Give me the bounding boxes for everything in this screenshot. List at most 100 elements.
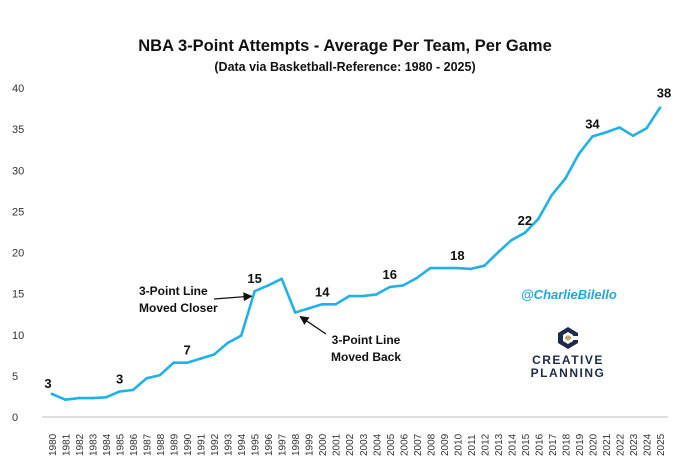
x-tick-label: 1998 [291,433,302,456]
y-tick-label: 30 [12,165,24,177]
data-point [456,266,459,270]
data-point [550,193,554,197]
data-label: 18 [450,248,464,263]
x-tick-label: 2005 [386,433,397,456]
x-tick-label: 2022 [615,433,626,456]
data-point [374,293,378,296]
x-tick-label: 2003 [359,433,370,456]
y-tick-label: 10 [12,330,24,342]
data-point [91,396,94,400]
data-point [239,334,243,337]
x-tick-label: 1984 [102,433,113,456]
x-tick-label: 2017 [548,433,559,456]
x-tick-label: 1983 [89,433,100,456]
x-tick-label: 2007 [413,433,424,456]
data-point [293,311,297,314]
y-tick-label: 15 [12,289,24,301]
data-point [347,294,351,298]
x-tick-label: 2021 [602,433,613,456]
x-tick-label: 2006 [399,433,410,456]
x-tick-label: 1987 [143,433,154,456]
data-point [658,106,662,110]
data-point [604,131,608,134]
annotation-arrow-closer [213,292,253,302]
x-tick-label: 2008 [426,433,437,456]
y-tick-label: 25 [12,206,24,218]
annotation-moved-closer-line1: 3-Point Line [139,284,208,298]
data-point [172,361,175,365]
data-point [307,307,311,310]
data-point [131,388,135,392]
x-tick-label: 2012 [480,433,491,456]
x-tick-label: 2020 [588,433,599,456]
x-tick-label: 2013 [494,433,505,456]
author-handle: @CharlieBilello [521,287,617,302]
x-tick-label: 2025 [656,433,667,456]
chart-title: NBA 3-Point Attempts - Average Per Team,… [138,37,552,55]
logo-text-line2: PLANNING [530,366,606,380]
data-label: 15 [247,271,261,286]
annotation-moved-back-line2: Moved Back [331,350,402,364]
creative-planning-logo: CREATIVE PLANNING [528,326,608,380]
data-label: 22 [518,213,532,228]
data-point [185,361,189,365]
x-tick-label: 2024 [642,433,653,456]
data-point [118,390,121,393]
data-point [496,251,500,254]
x-tick-label: 1985 [116,433,127,456]
y-tick-label: 35 [12,124,24,136]
data-label: 3 [116,372,123,387]
x-tick-label: 1989 [170,433,181,456]
data-point [415,276,419,280]
series-line [50,106,662,402]
x-tick-label: 2002 [345,433,356,456]
data-point [64,398,67,402]
data-point [577,152,581,156]
data-point [429,266,432,270]
data-point [591,135,594,138]
data-point [334,303,338,306]
x-tick-label: 1981 [62,433,73,456]
annotation-moved-closer: 3-Point Line Moved Closer [139,283,218,317]
data-point [388,285,392,289]
logo-mark-icon [558,327,579,349]
data-point [158,373,162,377]
x-tick-label: 2011 [467,434,478,456]
data-point [442,266,446,270]
x-tick-label: 2010 [453,433,464,456]
x-tick-label: 1995 [251,433,262,456]
y-tick-label: 20 [12,248,24,260]
x-tick-label: 2018 [561,433,572,456]
data-point [226,341,229,345]
x-tick-label: 1994 [237,433,248,456]
annotation-moved-closer-line2: Moved Closer [139,301,218,315]
data-point [361,294,365,298]
x-tick-label: 2004 [372,433,383,456]
x-tick-label: 1986 [129,433,140,456]
data-point [50,392,54,396]
x-tick-label: 1993 [224,433,235,456]
data-point [469,267,473,271]
x-tick-label: 2009 [440,433,451,456]
data-point [280,277,283,281]
data-label: 34 [585,117,600,132]
data-label: 3 [44,376,51,391]
x-tick-label: 2001 [332,433,343,456]
y-tick-label: 40 [12,83,24,95]
x-tick-label: 2000 [318,433,329,456]
x-tick-label: 1997 [278,433,289,456]
data-point [266,284,270,287]
chart-subtitle: (Data via Basketball-Reference: 1980 - 2… [214,60,476,74]
data-point [253,289,256,293]
data-point [212,353,216,356]
y-tick-label: 0 [12,412,18,424]
data-point [483,264,486,267]
data-point [631,134,635,138]
x-tick-label: 2023 [629,433,640,456]
x-tick-label: 1992 [210,433,221,456]
x-tick-label: 1982 [75,433,86,456]
data-point [618,126,621,129]
logo-text-line1: CREATIVE [532,353,604,367]
